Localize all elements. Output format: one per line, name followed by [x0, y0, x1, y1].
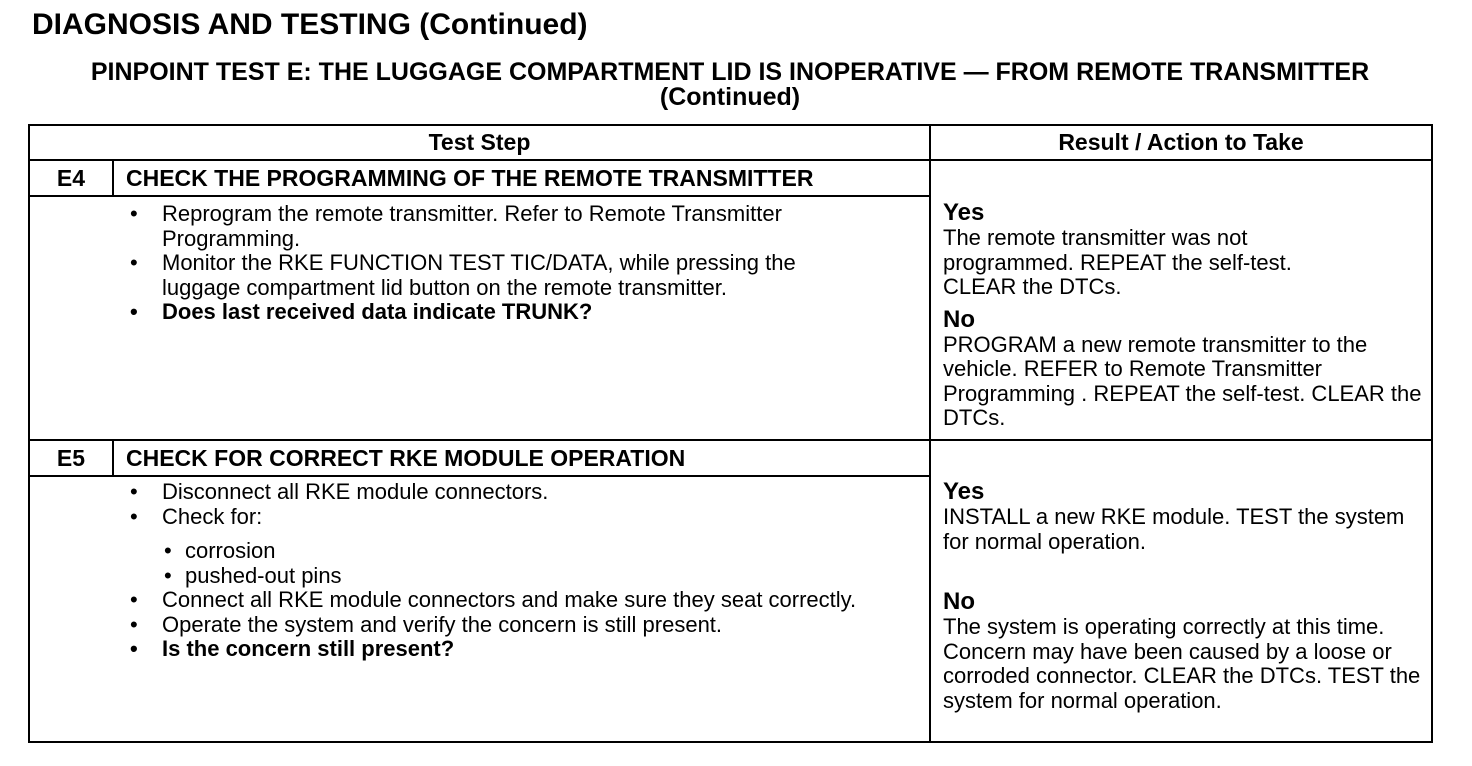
list-item: • Disconnect all RKE module connectors. [130, 479, 870, 505]
item-text: Connect all RKE module connectors and ma… [162, 587, 857, 612]
bullet: • [130, 299, 138, 324]
step-items: • Disconnect all RKE module connectors. •… [130, 479, 870, 662]
item-text: corrosion [185, 538, 276, 563]
step-heading: CHECK FOR CORRECT RKE MODULE OPERATION [126, 445, 686, 471]
pinpoint-test-title: PINPOINT TEST E: THE LUGGAGE COMPARTMENT… [90, 58, 1370, 111]
item-text: Is the concern still present? [162, 636, 455, 661]
divider [28, 475, 930, 477]
yes-label: Yes [943, 478, 985, 505]
yes-text: The remote transmitter was not programme… [943, 225, 1292, 299]
list-item: • Connect all RKE module connectors and m… [130, 587, 870, 613]
result-e5-yes: Yes INSTALL a new RKE module. TEST the s… [943, 479, 1413, 554]
no-text: The system is operating correctly at thi… [943, 614, 1421, 713]
bullet: • [130, 201, 138, 226]
list-item: • Is the concern still present? [130, 636, 870, 662]
divider [112, 159, 114, 196]
step-items: • Reprogram the remote transmitter. Refer… [130, 201, 870, 325]
bullet: • [130, 587, 138, 612]
divider [28, 195, 930, 197]
bullet: • [130, 636, 138, 661]
bullet: • [130, 250, 138, 275]
divider [112, 439, 114, 476]
header-test-step: Test Step [428, 129, 531, 155]
result-e5-no: No The system is operating correctly at … [943, 589, 1429, 713]
bullet: • [164, 538, 172, 563]
page-title: DIAGNOSIS AND TESTING (Continued) [32, 8, 588, 41]
yes-label: Yes [943, 199, 985, 226]
item-text: Disconnect all RKE module connectors. [162, 479, 549, 504]
no-text: PROGRAM a new remote transmitter to the … [943, 331, 1422, 430]
result-e4: Yes The remote transmitter was not progr… [943, 200, 1429, 431]
header-result-action: Result / Action to Take [1058, 129, 1304, 155]
item-text: Operate the system and verify the concer… [162, 611, 723, 637]
sub-list: • corrosion • pushed-out pins [130, 538, 870, 589]
no-label: No [943, 305, 975, 333]
step-id: E4 [56, 165, 86, 191]
column-divider [929, 124, 931, 743]
bullet: • [164, 562, 172, 588]
list-item: • Monitor the RKE FUNCTION TEST TIC/DATA,… [130, 250, 870, 300]
list-item: • Reprogram the remote transmitter. Refer… [130, 201, 870, 251]
yes-text: INSTALL a new RKE module. TEST the syste… [943, 504, 1405, 554]
step-heading: CHECK THE PROGRAMMING OF THE REMOTE TRAN… [126, 165, 814, 191]
item-text: Check for: [162, 503, 263, 529]
list-item: • Check for: [130, 503, 870, 530]
step-id: E5 [56, 445, 86, 471]
item-text: pushed-out pins [185, 562, 342, 588]
item-text: Reprogram the remote transmitter. Refer … [162, 201, 782, 251]
sub-list-item: • pushed-out pins [164, 562, 870, 589]
test-table [28, 124, 1433, 743]
divider [28, 439, 1433, 441]
no-label: No [943, 588, 975, 615]
bullet: • [130, 503, 138, 529]
bullet: • [130, 479, 138, 504]
item-text: Monitor the RKE FUNCTION TEST TIC/DATA, … [162, 250, 796, 300]
item-text: Does last received data indicate TRUNK? [162, 299, 593, 324]
bullet: • [130, 611, 138, 637]
list-item: • Operate the system and verify the conce… [130, 611, 870, 638]
list-item: • Does last received data indicate TRUNK? [130, 299, 870, 325]
divider [28, 159, 1433, 161]
sub-list-item: • corrosion [164, 538, 870, 564]
